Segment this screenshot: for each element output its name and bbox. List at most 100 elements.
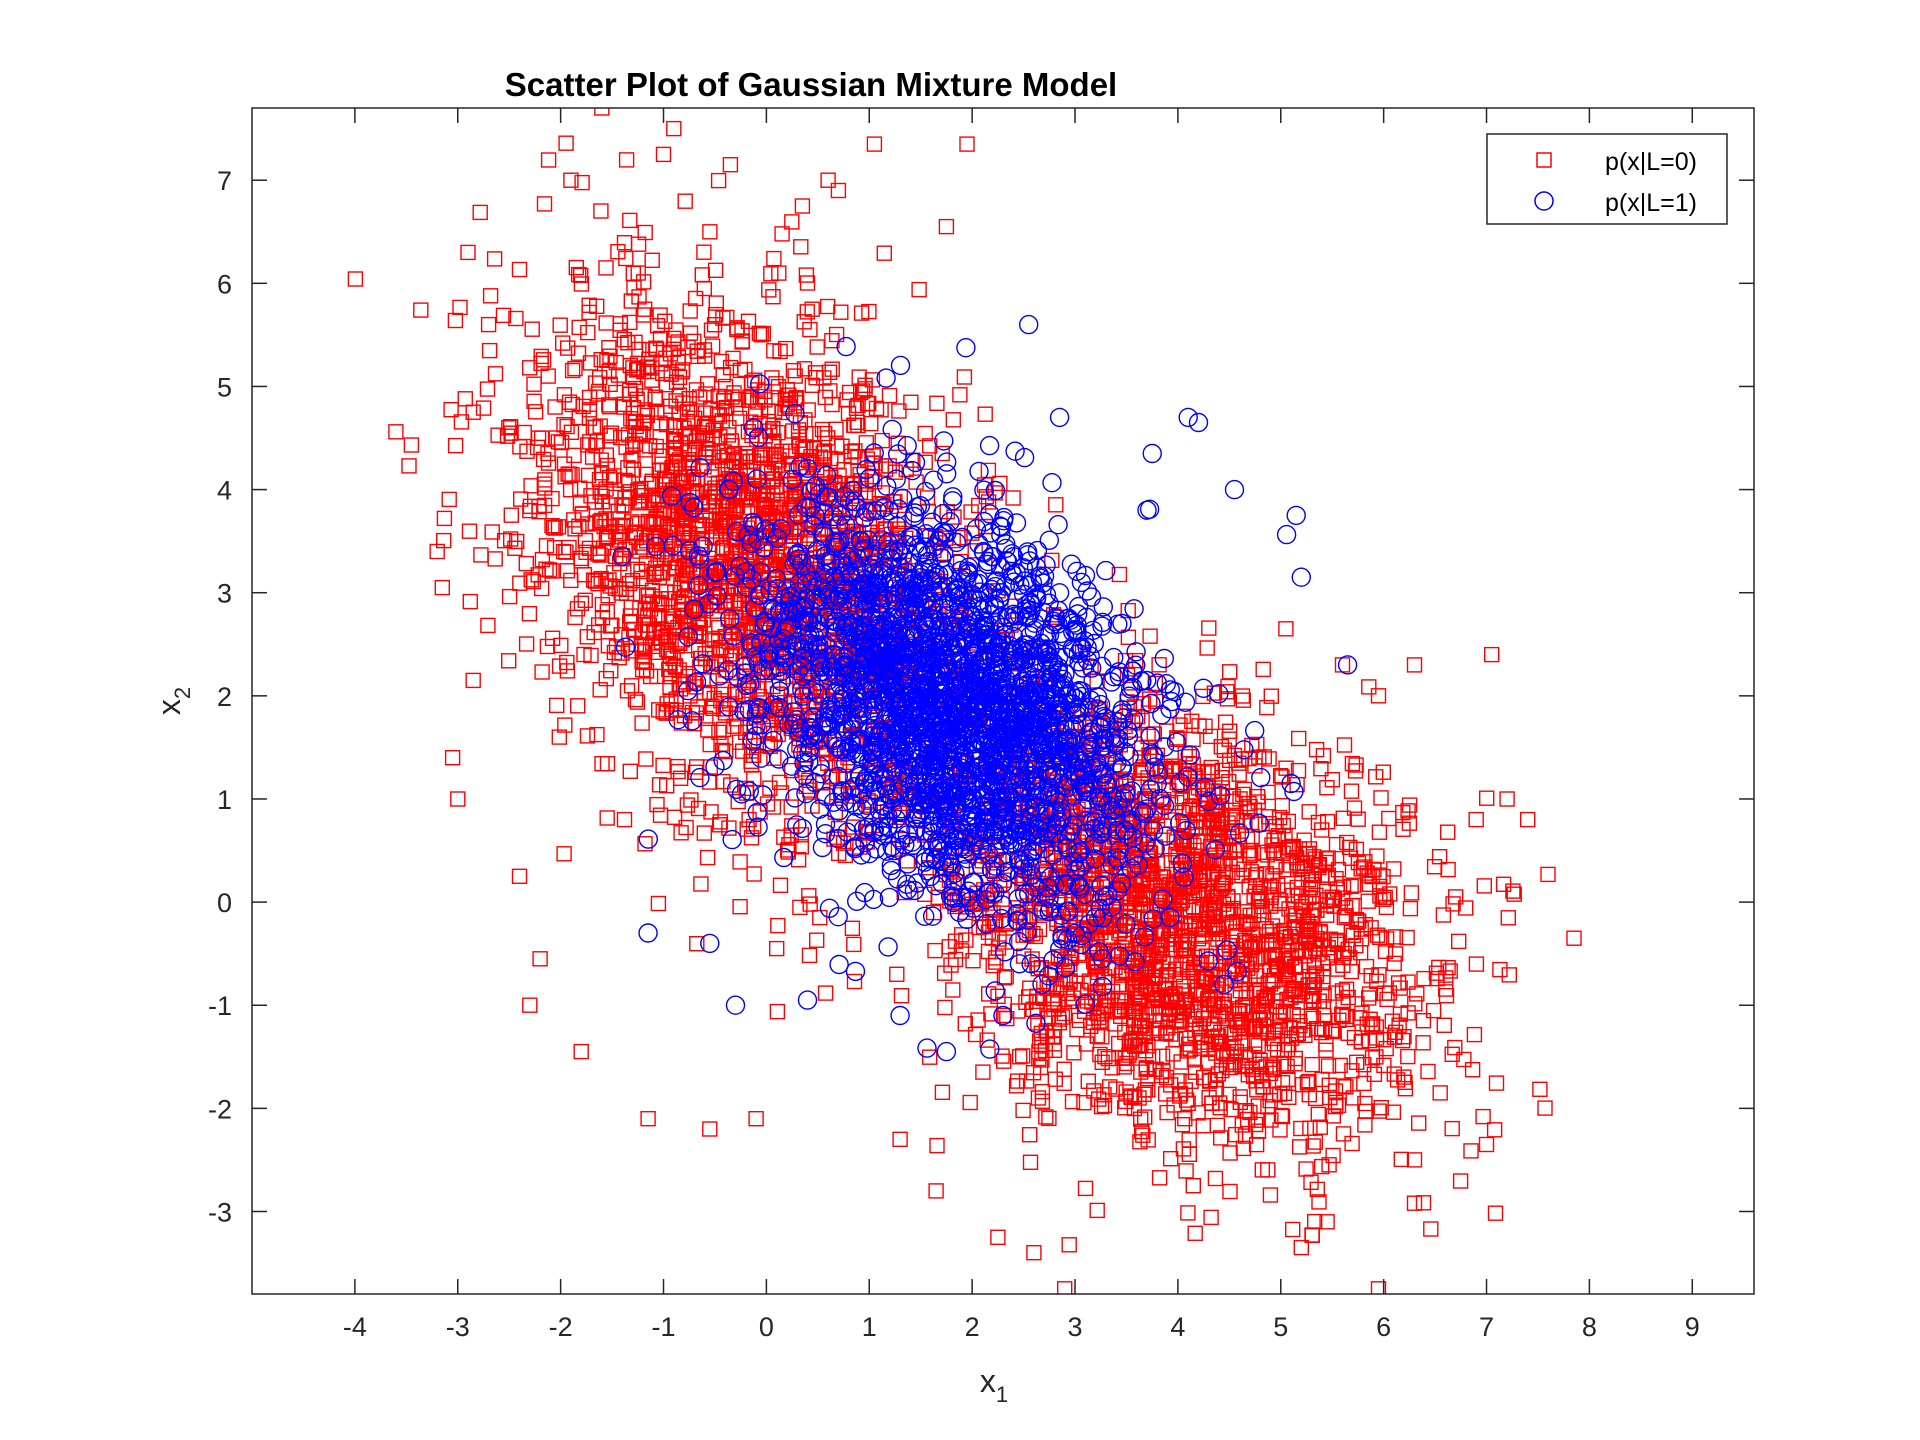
- point-series-0: [571, 518, 587, 534]
- point-series-0: [772, 343, 788, 360]
- point-series-0: [518, 636, 535, 652]
- point-series-0: [535, 352, 552, 368]
- point-series-0: [461, 523, 478, 539]
- point-series-0: [704, 338, 721, 354]
- point-series-0: [702, 774, 718, 790]
- point-series-0: [452, 299, 468, 316]
- point-series-0: [540, 445, 556, 462]
- point-series-0: [663, 702, 680, 718]
- point-series-0: [778, 340, 794, 357]
- point-series-0: [598, 572, 614, 589]
- point-series-0: [802, 321, 818, 338]
- point-series-0: [623, 599, 639, 616]
- point-series-0: [602, 428, 618, 444]
- point-series-0: [581, 410, 598, 426]
- point-series-0: [559, 418, 575, 435]
- point-series-0: [753, 327, 769, 343]
- point-series-0: [552, 317, 568, 333]
- point-series-0: [726, 718, 742, 734]
- point-series-0: [616, 811, 633, 828]
- point-series-0: [752, 447, 768, 464]
- point-series-0: [601, 340, 617, 356]
- point-series-0: [783, 799, 799, 815]
- point-series-0: [655, 757, 671, 774]
- data-points: [347, 108, 1582, 1294]
- point-series-0: [602, 348, 618, 364]
- point-series-0: [529, 439, 546, 456]
- point-series-0: [1005, 490, 1021, 506]
- point-series-0: [557, 717, 573, 733]
- point-series-0: [706, 690, 722, 707]
- point-series-0: [523, 572, 539, 588]
- point-series-0: [696, 244, 712, 260]
- point-series-0: [696, 825, 712, 841]
- point-series-0: [686, 716, 703, 732]
- point-series-0: [547, 520, 563, 536]
- point-series-0: [671, 387, 688, 403]
- point-series-0: [793, 839, 809, 855]
- point-series-0: [495, 307, 512, 324]
- point-series-0: [513, 491, 529, 507]
- point-series-0: [618, 152, 635, 168]
- point-series-0: [619, 683, 636, 699]
- point-series-0: [755, 482, 771, 498]
- point-series-0: [846, 973, 863, 990]
- point-series-0: [777, 400, 793, 417]
- point-series-0: [793, 239, 809, 255]
- point-series-0: [551, 729, 567, 745]
- point-series-0: [524, 321, 540, 337]
- point-series-0: [699, 849, 716, 866]
- point-series-0: [782, 443, 799, 459]
- point-series-0: [556, 846, 572, 862]
- point-series-0: [647, 389, 664, 405]
- point-series-0: [952, 387, 968, 403]
- point-series-0: [627, 380, 644, 397]
- point-series-0: [770, 917, 786, 934]
- point-series-0: [573, 550, 589, 567]
- point-series-0: [658, 416, 675, 433]
- point-series-0: [696, 342, 712, 358]
- point-series-0: [834, 438, 850, 454]
- point-series-0: [569, 601, 586, 617]
- point-series-0: [771, 774, 788, 791]
- point-series-0: [628, 524, 644, 540]
- point-series-0: [719, 542, 735, 558]
- point-series-0: [457, 391, 473, 407]
- point-series-0: [798, 267, 815, 283]
- point-series-0: [682, 401, 698, 417]
- point-series-0: [636, 653, 653, 669]
- point-series-0: [618, 439, 634, 455]
- point-series-0: [876, 245, 892, 261]
- point-series-0: [829, 437, 845, 453]
- point-series-0: [682, 502, 698, 518]
- point-series-0: [652, 807, 669, 823]
- point-series-0: [639, 407, 655, 424]
- point-series-0: [731, 592, 747, 609]
- point-series-0: [732, 854, 748, 870]
- point-series-0: [582, 355, 599, 371]
- point-series-0: [603, 663, 619, 679]
- point-series-0: [694, 267, 710, 283]
- point-series-0: [743, 563, 759, 579]
- point-series-0: [703, 322, 720, 338]
- point-series-0: [549, 697, 565, 714]
- point-series-0: [763, 266, 779, 282]
- point-series-0: [453, 414, 470, 430]
- point-series-0: [658, 377, 675, 393]
- point-series-0: [559, 663, 576, 679]
- point-series-0: [591, 471, 608, 488]
- point-series-0: [710, 475, 727, 491]
- point-series-0: [413, 302, 429, 318]
- point-series-0: [820, 298, 836, 315]
- point-series-0: [629, 694, 646, 710]
- point-series-0: [484, 524, 500, 540]
- point-series-0: [732, 899, 748, 915]
- point-series-0: [649, 796, 665, 813]
- point-series-0: [637, 836, 653, 852]
- point-series-0: [668, 393, 684, 409]
- point-series-0: [598, 260, 614, 276]
- point-series-0: [752, 388, 768, 405]
- point-series-0: [581, 297, 597, 313]
- point-series-0: [682, 303, 698, 319]
- point-series-0: [700, 376, 716, 392]
